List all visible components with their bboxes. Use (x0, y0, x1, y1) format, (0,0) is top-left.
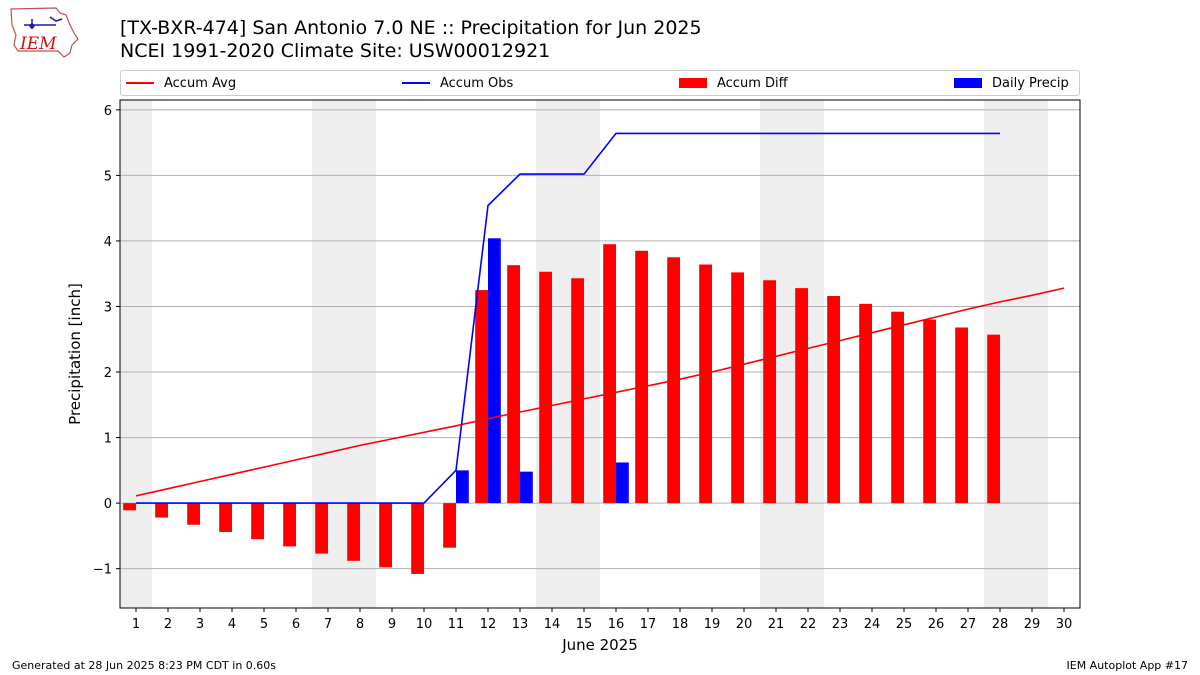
accum-diff-bar (987, 334, 1000, 504)
accum-diff-bar (187, 503, 200, 525)
x-tick-label: 16 (608, 617, 625, 632)
legend-swatch (679, 78, 707, 88)
chart-title: [TX-BXR-474] San Antonio 7.0 NE :: Preci… (120, 17, 702, 39)
accum-avg-line (135, 287, 1065, 497)
y-tick-label: 5 (104, 169, 112, 184)
x-axis-label: June 2025 (561, 636, 638, 654)
accum-diff-bar (219, 503, 232, 532)
x-tick-label: 17 (640, 617, 657, 632)
accum-obs-line (136, 132, 1000, 504)
x-tick-label: 7 (324, 617, 332, 632)
y-axis-label: Precipitation [inch] (66, 283, 84, 425)
x-tick-label: 22 (800, 617, 817, 632)
weekend-band (120, 100, 152, 608)
x-tick-label: 1 (132, 617, 140, 632)
y-tick-label: 6 (104, 104, 112, 119)
accum-diff-bar (603, 244, 616, 504)
accum-diff-bar (475, 290, 488, 504)
daily-precip-bar (616, 462, 629, 504)
accum-diff-bar (699, 264, 712, 504)
daily-precip-bar (456, 470, 469, 504)
x-tick-label: 10 (416, 617, 433, 632)
legend-label: Accum Obs (440, 75, 514, 91)
x-tick-label: 11 (448, 617, 465, 632)
accum-diff-bar (379, 503, 392, 568)
x-tick-label: 23 (832, 617, 849, 632)
legend-swatch (126, 82, 154, 84)
accum-diff-bar (155, 503, 168, 518)
x-tick-label: 2 (164, 617, 172, 632)
x-tick-label: 28 (992, 617, 1009, 632)
legend-item-daily-precip: Daily Precip (954, 71, 1069, 95)
x-tick-label: 18 (672, 617, 689, 632)
x-tick-label: 13 (512, 617, 529, 632)
x-tick-label: 12 (480, 617, 497, 632)
x-tick-label: 25 (896, 617, 913, 632)
x-tick-label: 15 (576, 617, 593, 632)
accum-diff-bar (347, 503, 360, 561)
y-tick-label: 2 (104, 366, 112, 381)
legend-label: Accum Diff (717, 75, 788, 91)
daily-precip-bar (520, 471, 533, 504)
accum-diff-bar (123, 503, 136, 511)
x-tick-label: 27 (960, 617, 977, 632)
legend-label: Accum Avg (164, 75, 237, 91)
legend-swatch (954, 78, 982, 88)
accum-diff-bar (923, 319, 936, 504)
accum-diff-bar (571, 278, 584, 504)
x-tick-label: 4 (228, 617, 236, 632)
iem-logo-text: IEM (19, 34, 57, 54)
accum-diff-bar (955, 327, 968, 504)
accum-diff-bar (315, 503, 328, 554)
app-credit: IEM Autoplot App #17 (1066, 659, 1189, 672)
legend-item-accum-avg: Accum Avg (126, 71, 236, 95)
iem-logo: IEM (10, 7, 79, 58)
legend-swatch (402, 82, 430, 84)
y-tick-label: −1 (93, 563, 112, 578)
generated-timestamp: Generated at 28 Jun 2025 8:23 PM CDT in … (12, 659, 277, 672)
accum-diff-bar (827, 295, 840, 504)
x-tick-label: 19 (704, 617, 721, 632)
x-tick-label: 3 (196, 617, 204, 632)
accum-diff-bar (411, 503, 424, 574)
x-tick-label: 14 (544, 617, 561, 632)
accum-diff-bar (443, 503, 456, 548)
x-tick-label: 5 (260, 617, 268, 632)
x-tick-label: 8 (356, 617, 364, 632)
chart-subtitle: NCEI 1991-2020 Climate Site: USW00012921 (120, 40, 551, 62)
accum-diff-bar (283, 503, 296, 547)
accum-diff-bar (731, 272, 744, 504)
x-tick-label: 21 (768, 617, 785, 632)
x-tick-label: 9 (388, 617, 396, 632)
accum-diff-bar (635, 250, 648, 504)
legend-item-accum-obs: Accum Obs (402, 71, 513, 95)
y-tick-label: 3 (104, 300, 112, 315)
accum-diff-bar (507, 265, 520, 504)
x-tick-label: 6 (292, 617, 300, 632)
y-tick-label: 1 (104, 432, 112, 447)
x-tick-label: 20 (736, 617, 753, 632)
x-tick-label: 29 (1024, 617, 1041, 632)
x-tick-label: 26 (928, 617, 945, 632)
accum-diff-bar (795, 288, 808, 504)
accum-diff-bar (251, 503, 264, 540)
accum-diff-bar (891, 311, 904, 504)
x-tick-label: 30 (1056, 617, 1073, 632)
accum-diff-bar (859, 303, 872, 504)
y-tick-label: 4 (104, 235, 112, 250)
y-tick-label: 0 (104, 497, 112, 512)
plot-frame (119, 99, 1081, 609)
accum-diff-bar (539, 271, 552, 504)
daily-precip-bar (488, 238, 501, 504)
legend-item-accum-diff: Accum Diff (679, 71, 788, 95)
x-tick-label: 24 (864, 617, 881, 632)
legend-label: Daily Precip (992, 75, 1069, 91)
legend: Accum Avg Accum Obs Accum Diff Daily Pre… (120, 70, 1080, 96)
accum-diff-bar (763, 280, 776, 504)
